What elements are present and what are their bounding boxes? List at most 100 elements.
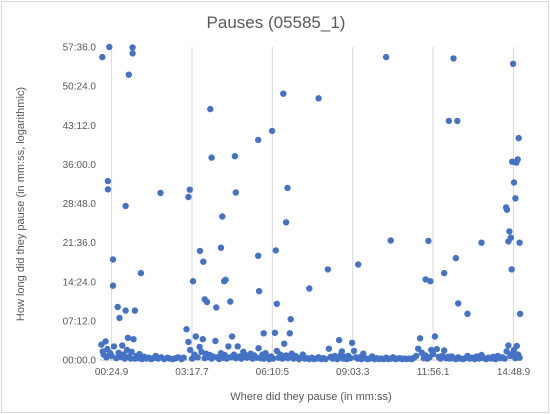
y-tick-label-6: 43:12.0 xyxy=(63,121,97,132)
data-point-0 xyxy=(99,53,106,61)
data-point-53 xyxy=(425,237,432,245)
data-point-49 xyxy=(355,261,362,268)
data-point-77 xyxy=(516,310,524,317)
data-point-97 xyxy=(128,348,135,355)
data-point-30 xyxy=(222,276,229,283)
data-point-206 xyxy=(350,347,358,355)
data-point-20 xyxy=(196,247,204,255)
data-point-86 xyxy=(110,343,118,350)
x-tick-label-5: 14:48.9 xyxy=(497,367,531,378)
data-point-244 xyxy=(431,333,439,340)
data-point-15 xyxy=(137,269,145,277)
data-point-4 xyxy=(109,256,117,263)
x-tick-label-1: 03:17.7 xyxy=(175,367,209,378)
data-point-51 xyxy=(387,237,394,244)
data-point-118 xyxy=(180,354,187,361)
data-point-34 xyxy=(255,136,262,144)
data-point-175 xyxy=(286,330,293,337)
data-point-42 xyxy=(282,219,290,226)
data-point-28 xyxy=(219,213,226,220)
y-tick-label-5: 36:00.0 xyxy=(63,160,97,171)
y-axis-tick-labels: 00:00.0 07:12.0 14:24.0 21:36.0 28:48.0 36:00… xyxy=(63,43,97,367)
data-point-204 xyxy=(347,355,354,362)
data-point-144 xyxy=(228,333,236,340)
x-tick-label-3: 09:03.3 xyxy=(336,367,370,378)
data-point-12 xyxy=(129,44,136,51)
data-point-197 xyxy=(334,355,341,363)
data-point-68 xyxy=(508,266,515,273)
data-point-46 xyxy=(315,95,322,102)
data-point-2 xyxy=(104,177,112,185)
data-point-35 xyxy=(255,252,262,259)
chart-title: Pauses (05585_1) xyxy=(207,13,346,32)
data-point-64 xyxy=(503,206,511,213)
data-point-81 xyxy=(102,338,109,345)
data-point-90 xyxy=(119,342,126,349)
data-point-126 xyxy=(196,343,203,351)
data-point-33 xyxy=(232,189,239,196)
data-point-57 xyxy=(450,55,457,62)
data-point-21 xyxy=(200,258,207,265)
data-point-166 xyxy=(269,355,277,362)
data-point-278 xyxy=(505,342,512,349)
data-point-56 xyxy=(445,117,453,125)
data-point-38 xyxy=(268,127,276,135)
data-point-74 xyxy=(514,156,521,163)
data-point-243 xyxy=(429,350,437,358)
data-point-283 xyxy=(513,342,520,350)
data-point-59 xyxy=(454,117,461,125)
data-point-10 xyxy=(125,71,132,78)
data-point-235 xyxy=(415,345,422,352)
y-tick-label-0: 00:00.0 xyxy=(63,356,97,367)
data-point-50 xyxy=(382,53,390,61)
data-point-192 xyxy=(322,355,329,363)
y-tick-label-4: 28:48.0 xyxy=(63,199,97,210)
data-point-167 xyxy=(271,329,279,336)
x-tick-label-2: 06:10.5 xyxy=(256,367,290,378)
data-point-1 xyxy=(106,43,113,51)
data-point-135 xyxy=(212,337,219,345)
data-point-124 xyxy=(192,333,199,340)
data-point-31 xyxy=(227,298,234,305)
x-axis-title: Where did they pause (in mm:ss) xyxy=(230,391,391,403)
y-tick-label-8: 57:36.0 xyxy=(63,43,97,54)
data-point-94 xyxy=(124,334,132,341)
data-point-25 xyxy=(208,154,215,161)
data-point-39 xyxy=(272,247,279,254)
data-point-70 xyxy=(509,60,517,67)
data-point-47 xyxy=(324,266,332,273)
data-point-11 xyxy=(129,50,136,57)
data-point-44 xyxy=(287,316,294,323)
x-tick-label-4: 11:56.1 xyxy=(417,367,450,378)
data-point-249 xyxy=(441,347,448,354)
data-point-26 xyxy=(213,304,220,311)
data-point-147 xyxy=(234,343,241,350)
data-point-234 xyxy=(413,352,420,360)
data-point-142 xyxy=(225,343,232,350)
data-point-121 xyxy=(187,346,194,354)
data-point-62 xyxy=(478,239,485,246)
y-tick-label-2: 14:24.0 xyxy=(63,277,97,288)
data-point-18 xyxy=(186,186,193,193)
data-point-5 xyxy=(109,282,117,289)
data-point-128 xyxy=(199,336,206,343)
data-point-13 xyxy=(130,336,137,343)
data-point-7 xyxy=(116,314,123,322)
data-point-58 xyxy=(452,254,460,262)
data-point-9 xyxy=(122,307,129,314)
data-point-41 xyxy=(280,90,287,97)
data-point-120 xyxy=(185,338,192,346)
data-point-76 xyxy=(516,239,523,246)
data-point-45 xyxy=(306,285,313,292)
x-tick-label-0: 00:24.9 xyxy=(95,367,129,378)
data-point-174 xyxy=(284,355,292,362)
data-point-19 xyxy=(189,278,197,285)
data-point-71 xyxy=(510,179,518,186)
data-point-6 xyxy=(114,303,121,311)
data-point-236 xyxy=(416,335,424,342)
data-point-16 xyxy=(157,189,164,197)
data-point-14 xyxy=(131,307,139,314)
data-point-37 xyxy=(260,330,267,337)
